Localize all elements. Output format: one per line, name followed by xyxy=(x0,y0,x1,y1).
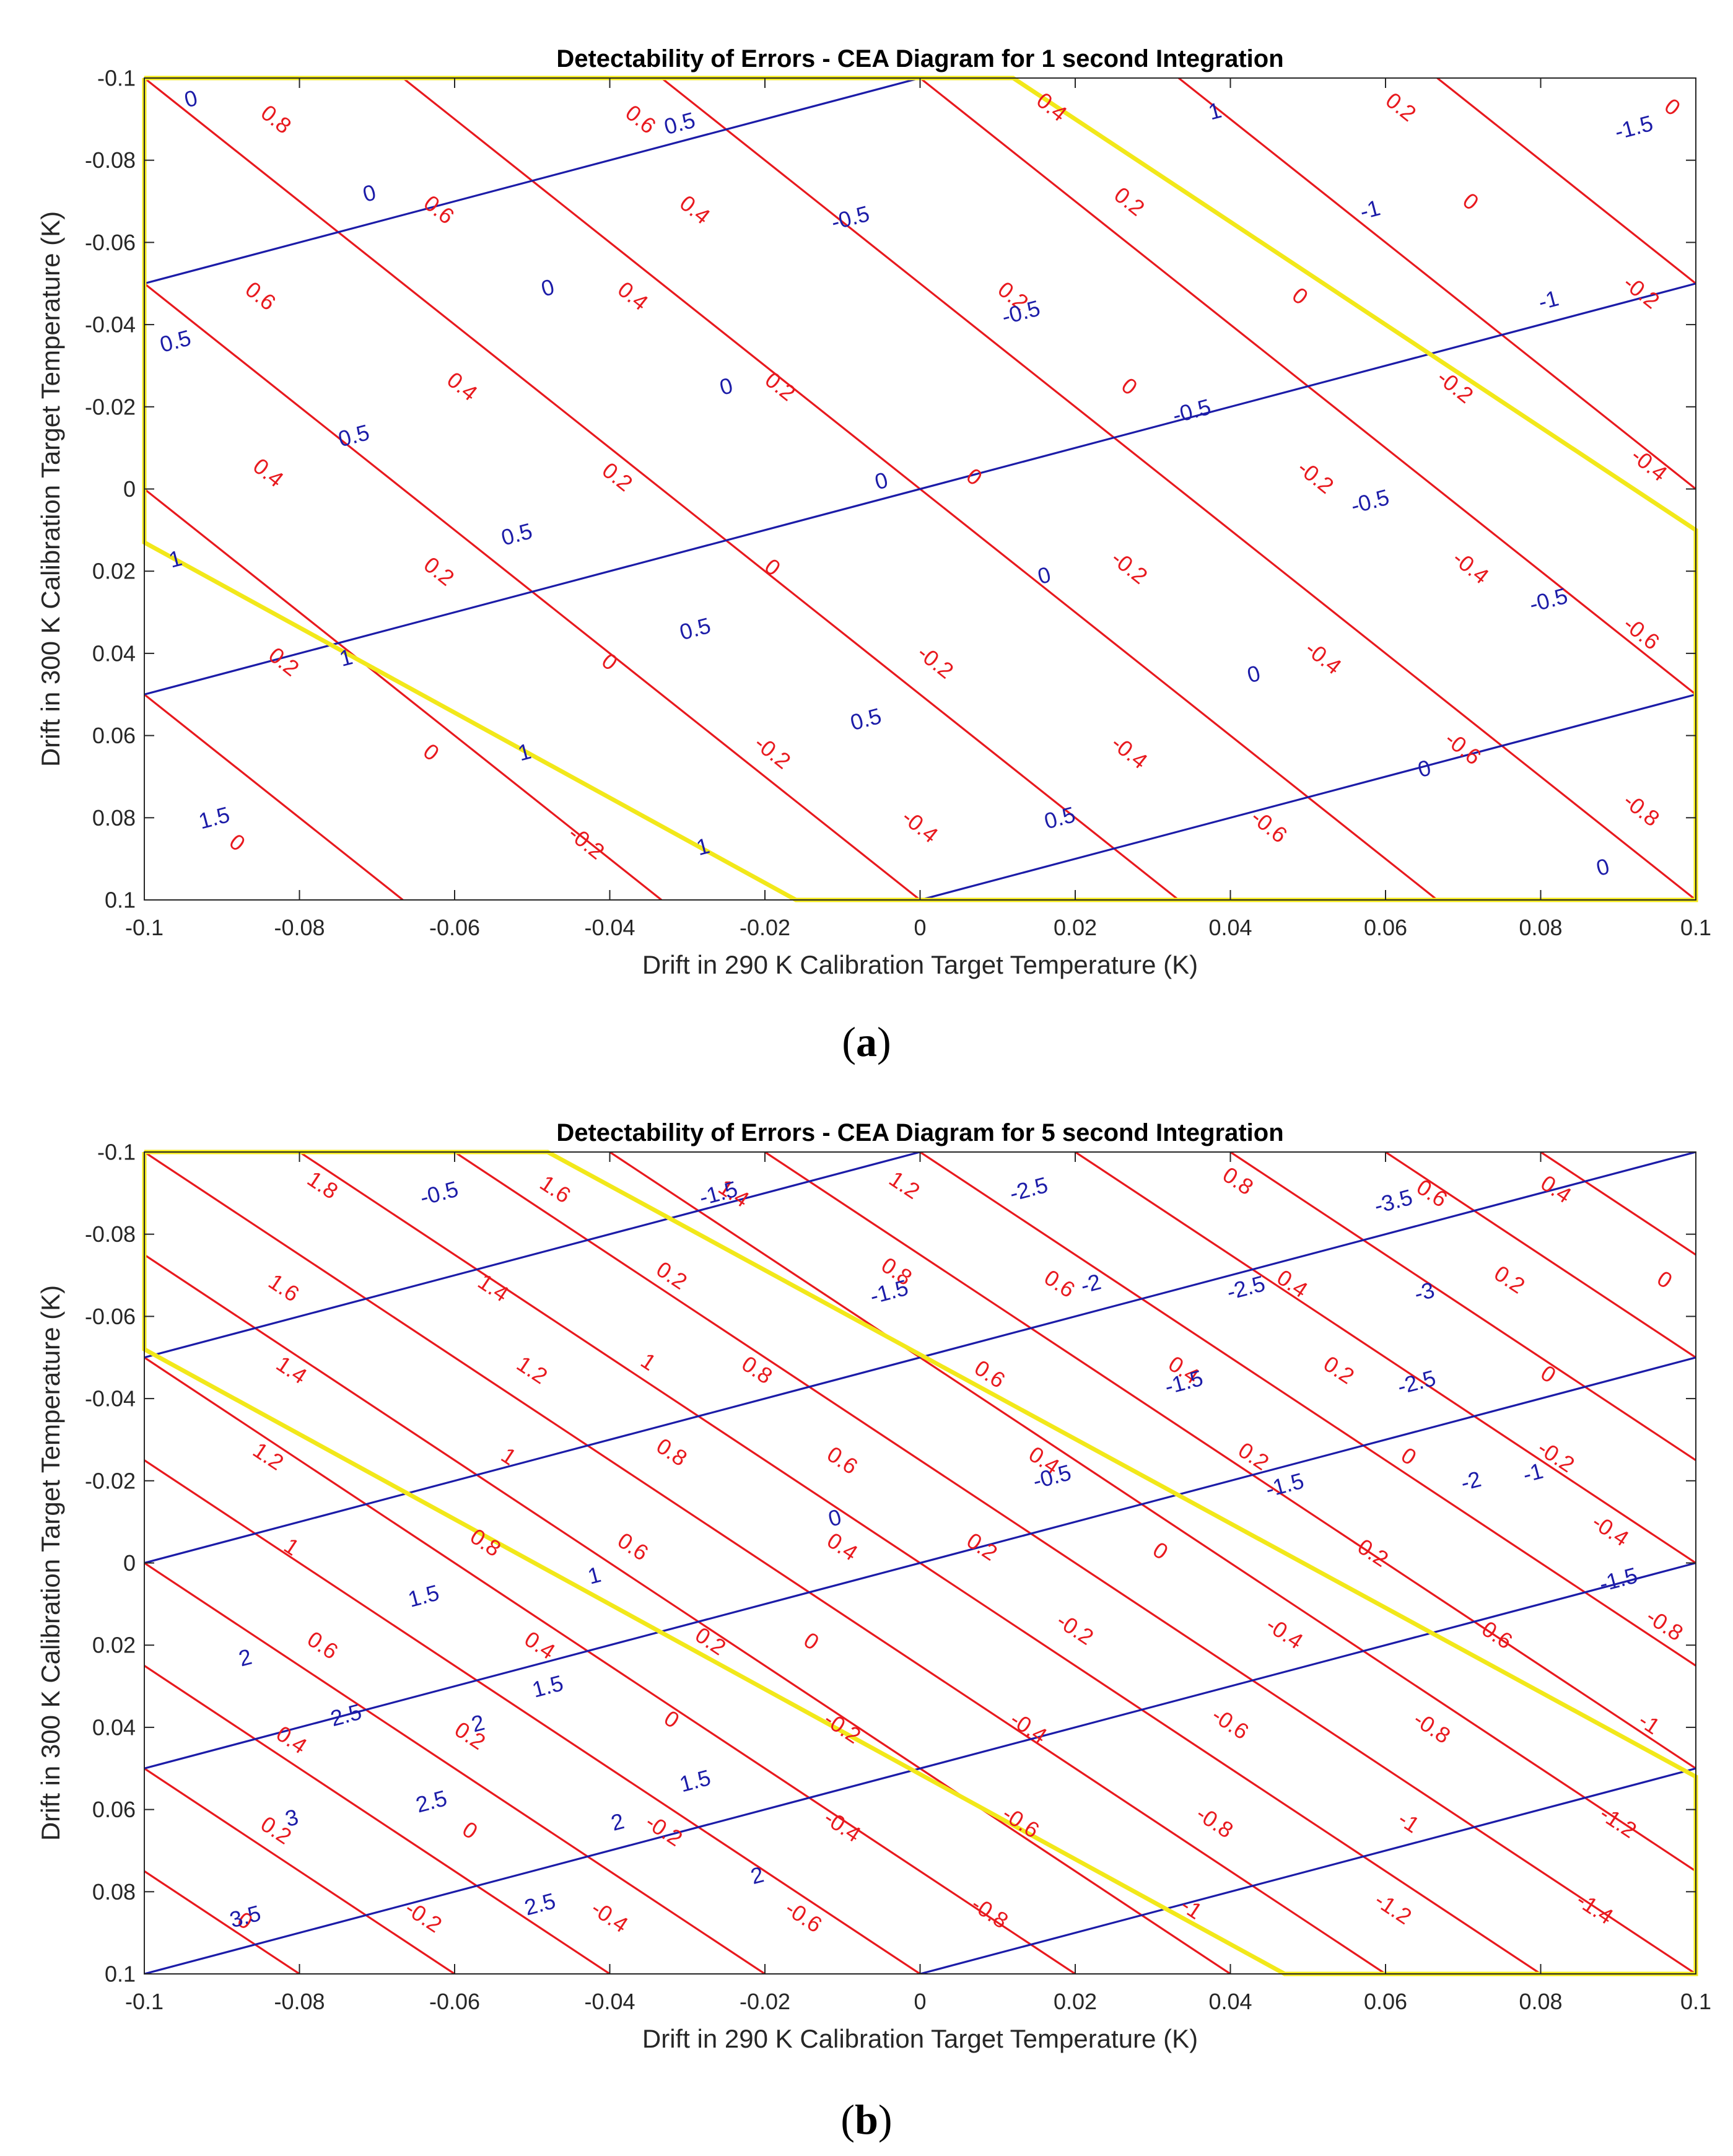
red-contour-line xyxy=(144,1870,300,1974)
x-tick-label: -0.02 xyxy=(740,915,790,940)
chart-title: Detectability of Errors - CEA Diagram fo… xyxy=(556,1119,1283,1146)
x-tick-label: 0.1 xyxy=(1680,915,1711,940)
y-tick-label: 0.1 xyxy=(105,1962,136,1987)
blue-contour-line xyxy=(144,282,1696,696)
y-tick-label: 0.1 xyxy=(105,888,136,913)
x-tick-label: -0.04 xyxy=(584,1989,635,2014)
y-tick-label: -0.06 xyxy=(85,1304,136,1329)
x-tick-label: -0.04 xyxy=(584,915,635,940)
red-contour-line xyxy=(609,1152,1696,1872)
blue-contour-label: -1 xyxy=(1691,384,1716,414)
y-tick-label: -0.04 xyxy=(85,1386,136,1412)
x-tick-label: 0.02 xyxy=(1054,915,1097,940)
red-contour-line xyxy=(144,488,662,900)
blue-contour-line xyxy=(920,1767,1696,1974)
x-axis-label: Drift in 290 K Calibration Target Temper… xyxy=(642,2024,1198,2053)
panel-caption: (a) xyxy=(842,1018,891,1065)
y-tick-label: -0.1 xyxy=(97,1140,136,1165)
red-contour-line xyxy=(144,1767,455,1974)
red-contour-line xyxy=(1385,1152,1696,1359)
red-contour-line xyxy=(1178,78,1696,490)
x-tick-label: -0.1 xyxy=(125,915,164,940)
x-tick-label: 0.04 xyxy=(1208,1989,1252,2014)
y-tick-label: -0.08 xyxy=(85,147,136,173)
blue-contour-line xyxy=(920,693,1696,900)
y-tick-label: 0.02 xyxy=(92,1633,136,1658)
x-tick-label: 0.1 xyxy=(1680,1989,1711,2014)
x-tick-label: 0 xyxy=(914,1989,926,2014)
red-contour-line xyxy=(144,1665,611,1974)
red-contour-line xyxy=(1540,1152,1696,1256)
y-tick-label: 0 xyxy=(123,476,136,502)
x-tick-label: 0.08 xyxy=(1519,915,1562,940)
chart-title: Detectability of Errors - CEA Diagram fo… xyxy=(556,45,1283,72)
blue-contour-line xyxy=(144,1561,1696,1974)
red-contour-line xyxy=(454,1152,1696,1974)
y-tick-label: -0.04 xyxy=(85,312,136,338)
x-tick-label: -0.02 xyxy=(740,1989,790,2014)
x-tick-label: 0.06 xyxy=(1364,915,1407,940)
y-tick-label: -0.1 xyxy=(97,66,136,91)
y-tick-label: 0.02 xyxy=(92,559,136,584)
blue-contour-line xyxy=(144,1356,1696,1770)
red-contour-line xyxy=(144,693,404,900)
cea-chart-5-second: Detectability of Errors - CEA Diagram fo… xyxy=(0,1078,1733,2156)
blue-contour-line xyxy=(144,78,920,285)
x-tick-label: 0.06 xyxy=(1364,1989,1407,2014)
blue-contour-line xyxy=(144,1152,920,1359)
x-tick-label: -0.1 xyxy=(125,1989,164,2014)
red-contour-line xyxy=(144,1562,766,1974)
y-tick-label: 0.06 xyxy=(92,723,136,748)
red-contour-line xyxy=(1075,1152,1696,1564)
y-axis-label: Drift in 300 K Calibration Target Temper… xyxy=(36,211,65,767)
red-contour-line xyxy=(144,1152,1386,1974)
plot-area xyxy=(144,1152,1696,1974)
y-tick-label: 0.04 xyxy=(92,640,136,666)
cea-chart-1-second: Detectability of Errors - CEA Diagram fo… xyxy=(36,45,1716,1065)
red-contour-line xyxy=(919,1152,1696,1667)
red-contour-line xyxy=(144,1254,1231,1974)
x-tick-label: -0.06 xyxy=(429,1989,480,2014)
x-tick-label: -0.08 xyxy=(274,1989,325,2014)
y-tick-label: 0.08 xyxy=(92,1879,136,1905)
red-contour-line xyxy=(1229,1152,1696,1461)
y-tick-label: 0.08 xyxy=(92,805,136,831)
red-contour-line xyxy=(144,1459,921,1974)
x-tick-label: 0.04 xyxy=(1208,915,1252,940)
y-tick-label: -0.02 xyxy=(85,1468,136,1493)
y-tick-label: 0.04 xyxy=(92,1714,136,1740)
y-tick-label: -0.08 xyxy=(85,1221,136,1247)
red-contour-line xyxy=(144,1356,1076,1974)
y-axis-label: Drift in 300 K Calibration Target Temper… xyxy=(36,1285,65,1841)
x-tick-label: 0.08 xyxy=(1519,1989,1562,2014)
x-tick-label: 0.02 xyxy=(1054,1989,1097,2014)
x-tick-label: 0 xyxy=(914,915,926,940)
y-tick-label: -0.02 xyxy=(85,394,136,419)
red-contour-line xyxy=(764,1152,1696,1770)
blue-contour-line xyxy=(144,1152,1696,1565)
panel-b: Detectability of Errors - CEA Diagram fo… xyxy=(0,1078,1733,2156)
plot-area xyxy=(144,78,1696,900)
y-tick-label: 0.06 xyxy=(92,1797,136,1822)
x-tick-label: -0.06 xyxy=(429,915,480,940)
panel-caption: (b) xyxy=(840,2096,892,2143)
red-contour-line xyxy=(1436,78,1696,285)
red-contour-line xyxy=(144,78,1179,900)
y-tick-label: -0.06 xyxy=(85,230,136,255)
y-tick-label: 0 xyxy=(123,1550,136,1576)
x-tick-label: -0.08 xyxy=(274,915,325,940)
red-contour-line xyxy=(661,78,1696,900)
x-axis-label: Drift in 290 K Calibration Target Temper… xyxy=(642,950,1198,979)
panel-a: Detectability of Errors - CEA Diagram fo… xyxy=(36,45,1716,1065)
